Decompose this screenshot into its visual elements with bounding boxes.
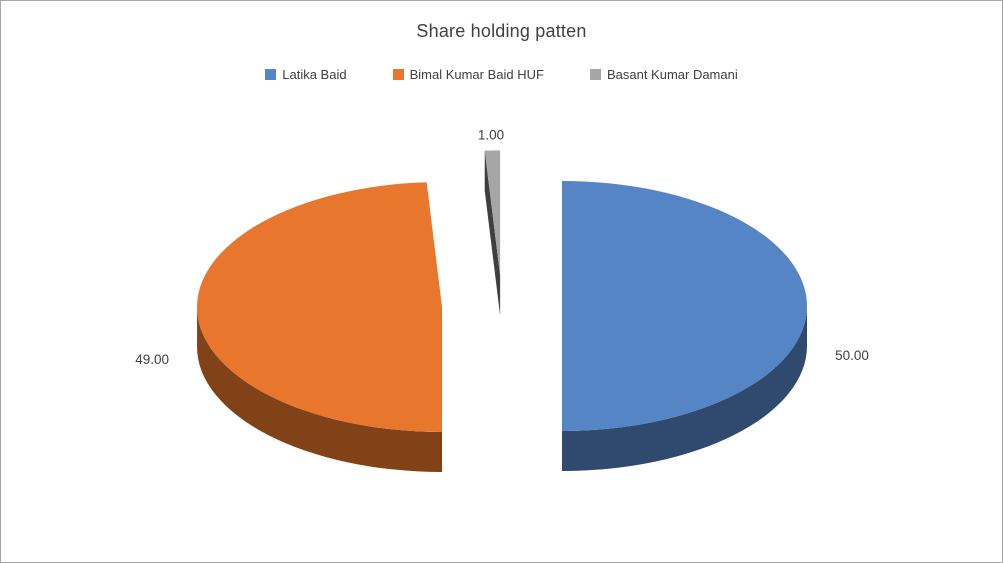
- pie-slice-latika-baid[interactable]: [562, 181, 807, 431]
- pie-slice-side-basant-kumar-damani: [484, 150, 501, 316]
- data-label-latika-baid: 50.00: [835, 348, 869, 363]
- legend-swatch-icon: [265, 69, 277, 80]
- pie-slice-rim-bimal-kumar-baid-huf: [197, 306, 443, 472]
- data-label-bimal-kumar-baid-huf: 49.00: [135, 352, 169, 367]
- pie-slice-basant-kumar-damani[interactable]: [484, 150, 501, 276]
- chart-legend: Latika Baid Bimal Kumar Baid HUF Basant Ku…: [1, 67, 1002, 82]
- legend-item-bimal-kumar-baid-huf[interactable]: Bimal Kumar Baid HUF: [392, 67, 544, 82]
- data-label-basant-kumar-damani: 1.00: [478, 127, 504, 142]
- legend-label: Bimal Kumar Baid HUF: [409, 67, 544, 82]
- legend-label: Basant Kumar Damani: [606, 67, 738, 82]
- legend-item-basant-kumar-damani[interactable]: Basant Kumar Damani: [589, 67, 738, 82]
- pie-slice-bimal-kumar-baid-huf[interactable]: [197, 182, 443, 432]
- chart-title: Share holding patten: [416, 21, 587, 41]
- legend-item-latika-baid[interactable]: Latika Baid: [265, 67, 347, 82]
- pie-slice-rim-latika-baid: [562, 306, 807, 471]
- legend-swatch-icon: [392, 69, 404, 80]
- legend-swatch-icon: [589, 69, 601, 80]
- legend-label: Latika Baid: [282, 67, 347, 82]
